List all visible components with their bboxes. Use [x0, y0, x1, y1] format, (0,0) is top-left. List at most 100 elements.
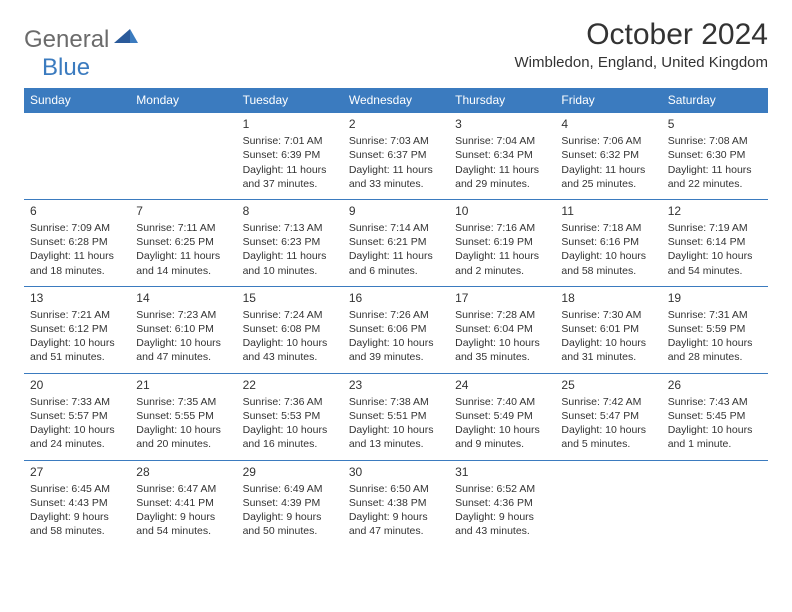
- month-title: October 2024: [515, 18, 768, 52]
- cell-sr: Sunrise: 7:21 AM: [30, 308, 124, 322]
- day-number: 8: [243, 203, 337, 219]
- cell-d1: Daylight: 10 hours: [30, 423, 124, 437]
- day-number: 2: [349, 116, 443, 132]
- cell-sr: Sunrise: 7:36 AM: [243, 395, 337, 409]
- cell-d1: Daylight: 10 hours: [668, 249, 762, 263]
- calendar-row: 27Sunrise: 6:45 AMSunset: 4:43 PMDayligh…: [24, 460, 768, 546]
- calendar-cell: 10Sunrise: 7:16 AMSunset: 6:19 PMDayligh…: [449, 199, 555, 286]
- cell-ss: Sunset: 6:14 PM: [668, 235, 762, 249]
- calendar-row: 6 Sunrise: 7:09 AMSunset: 6:28 PM Daylight…: [24, 199, 768, 286]
- cell-ss: Sunset: 6:25 PM: [136, 235, 230, 249]
- cell-sr: Sunrise: 7:28 AM: [455, 308, 549, 322]
- cell-d2: and 2 minutes.: [455, 264, 549, 278]
- cell-ss: Sunset: 5:57 PM: [30, 409, 124, 423]
- location: Wimbledon, England, United Kingdom: [515, 54, 768, 71]
- cell-d2: and 28 minutes.: [668, 350, 762, 364]
- cell-d2: and 54 minutes.: [136, 524, 230, 538]
- day-header: Sunday: [24, 88, 130, 113]
- cell-d1: Daylight: 11 hours: [455, 163, 549, 177]
- cell-ss: Sunset: 5:53 PM: [243, 409, 337, 423]
- cell-ss: Sunset: 6:12 PM: [30, 322, 124, 336]
- cell-sr: Sunrise: 7:30 AM: [561, 308, 655, 322]
- calendar-cell: 21Sunrise: 7:35 AMSunset: 5:55 PMDayligh…: [130, 373, 236, 460]
- cell-sr: Sunrise: 7:38 AM: [349, 395, 443, 409]
- cell-d2: and 37 minutes.: [243, 177, 337, 191]
- cell-d2: and 6 minutes.: [349, 264, 443, 278]
- calendar-row: 20Sunrise: 7:33 AMSunset: 5:57 PMDayligh…: [24, 373, 768, 460]
- cell-d2: and 18 minutes.: [30, 264, 124, 278]
- calendar-cell: 18 Sunrise: 7:30 AMSunset: 6:01 PMDayligh…: [555, 286, 661, 373]
- cell-d1: Daylight: 11 hours: [561, 163, 655, 177]
- cell-d2: and 9 minutes.: [455, 437, 549, 451]
- day-number: 22: [243, 377, 337, 393]
- day-number: 18: [561, 290, 655, 306]
- day-number: 15: [243, 290, 337, 306]
- cell-sr: Sunrise: 7:04 AM: [455, 134, 549, 148]
- cell-d1: Daylight: 10 hours: [561, 249, 655, 263]
- calendar-cell: 20Sunrise: 7:33 AMSunset: 5:57 PMDayligh…: [24, 373, 130, 460]
- cell-sr: Sunrise: 6:50 AM: [349, 482, 443, 496]
- cell-d1: Daylight: 9 hours: [30, 510, 124, 524]
- calendar-cell: 31Sunrise: 6:52 AMSunset: 4:36 PMDayligh…: [449, 460, 555, 546]
- cell-d1: Daylight: 10 hours: [136, 423, 230, 437]
- day-number: 30: [349, 464, 443, 480]
- calendar-cell: 14Sunrise: 7:23 AMSunset: 6:10 PMDayligh…: [130, 286, 236, 373]
- calendar-cell: 13Sunrise: 7:21 AMSunset: 6:12 PMDayligh…: [24, 286, 130, 373]
- calendar-cell: 22 Sunrise: 7:36 AMSunset: 5:53 PMDayligh…: [237, 373, 343, 460]
- cell-d1: Daylight: 9 hours: [349, 510, 443, 524]
- day-number: 7: [136, 203, 230, 219]
- cell-ss: Sunset: 4:43 PM: [30, 496, 124, 510]
- cell-sr: Sunrise: 6:45 AM: [30, 482, 124, 496]
- cell-d1: Daylight: 10 hours: [349, 423, 443, 437]
- cell-d1: Daylight: 10 hours: [243, 336, 337, 350]
- cell-d2: and 20 minutes.: [136, 437, 230, 451]
- logo-triangle-icon: [114, 29, 138, 47]
- calendar-cell: 4Sunrise: 7:06 AMSunset: 6:32 PMDaylight…: [555, 113, 661, 200]
- cell-d1: Daylight: 10 hours: [668, 423, 762, 437]
- cell-d1: Daylight: 10 hours: [349, 336, 443, 350]
- cell-ss: Sunset: 6:28 PM: [30, 235, 124, 249]
- day-header: Tuesday: [237, 88, 343, 113]
- day-number: 19: [668, 290, 762, 306]
- day-number: 27: [30, 464, 124, 480]
- cell-sr: Sunrise: 7:08 AM: [668, 134, 762, 148]
- day-header: Saturday: [662, 88, 768, 113]
- cell-sr: Sunrise: 7:09 AM: [30, 221, 124, 235]
- cell-d1: Daylight: 11 hours: [136, 249, 230, 263]
- cell-sr: Sunrise: 7:23 AM: [136, 308, 230, 322]
- cell-d2: and 58 minutes.: [561, 264, 655, 278]
- cell-ss: Sunset: 6:01 PM: [561, 322, 655, 336]
- calendar-cell: 23Sunrise: 7:38 AMSunset: 5:51 PMDayligh…: [343, 373, 449, 460]
- cell-d2: and 29 minutes.: [455, 177, 549, 191]
- cell-ss: Sunset: 5:47 PM: [561, 409, 655, 423]
- cell-d1: Daylight: 10 hours: [668, 336, 762, 350]
- cell-d1: Daylight: 11 hours: [349, 249, 443, 263]
- cell-d1: Daylight: 10 hours: [455, 423, 549, 437]
- cell-ss: Sunset: 5:55 PM: [136, 409, 230, 423]
- cell-ss: Sunset: 6:34 PM: [455, 148, 549, 162]
- cell-d1: Daylight: 11 hours: [668, 163, 762, 177]
- cell-d1: Daylight: 10 hours: [561, 423, 655, 437]
- cell-d2: and 50 minutes.: [243, 524, 337, 538]
- cell-ss: Sunset: 6:30 PM: [668, 148, 762, 162]
- calendar-cell: 11Sunrise: 7:18 AMSunset: 6:16 PMDayligh…: [555, 199, 661, 286]
- calendar-cell: 8Sunrise: 7:13 AMSunset: 6:23 PMDaylight…: [237, 199, 343, 286]
- cell-sr: Sunrise: 7:14 AM: [349, 221, 443, 235]
- cell-d1: Daylight: 10 hours: [561, 336, 655, 350]
- day-number: 3: [455, 116, 549, 132]
- cell-sr: Sunrise: 7:40 AM: [455, 395, 549, 409]
- cell-d1: Daylight: 10 hours: [243, 423, 337, 437]
- calendar-cell: 3 Sunrise: 7:04 AMSunset: 6:34 PMDaylight…: [449, 113, 555, 200]
- calendar-cell: 17Sunrise: 7:28 AMSunset: 6:04 PMDayligh…: [449, 286, 555, 373]
- cell-d2: and 47 minutes.: [136, 350, 230, 364]
- calendar-cell: 5Sunrise: 7:08 AMSunset: 6:30 PMDaylight…: [662, 113, 768, 200]
- cell-sr: Sunrise: 7:19 AM: [668, 221, 762, 235]
- day-number: 6: [30, 203, 124, 219]
- logo-text: General Blue: [24, 26, 138, 82]
- cell-ss: Sunset: 6:04 PM: [455, 322, 549, 336]
- calendar-cell: 16Sunrise: 7:26 AMSunset: 6:06 PMDayligh…: [343, 286, 449, 373]
- logo-blue-text: Blue: [42, 54, 90, 81]
- calendar-cell: 28Sunrise: 6:47 AMSunset: 4:41 PMDayligh…: [130, 460, 236, 546]
- cell-sr: Sunrise: 7:01 AM: [243, 134, 337, 148]
- calendar-cell: 9Sunrise: 7:14 AMSunset: 6:21 PMDaylight…: [343, 199, 449, 286]
